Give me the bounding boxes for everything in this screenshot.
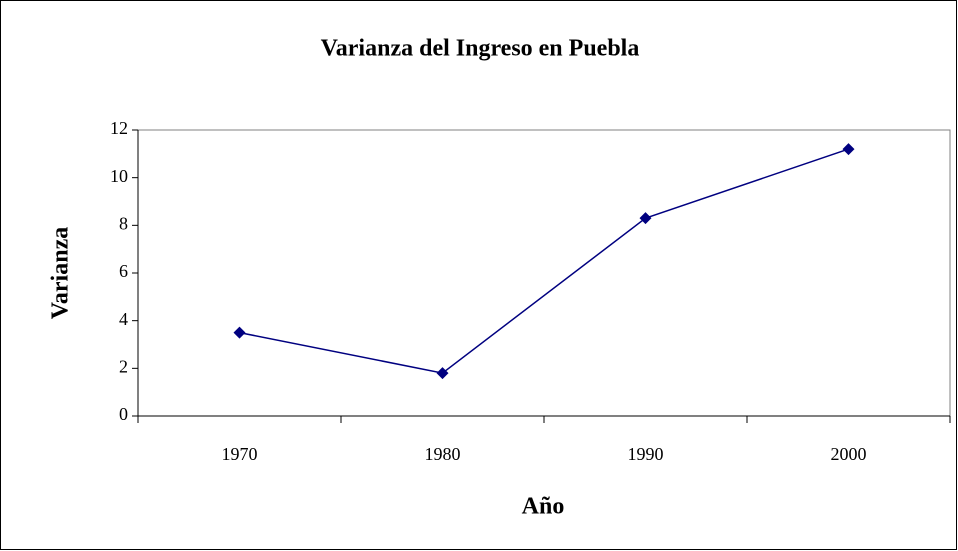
data-point <box>233 326 246 339</box>
chart-title: Varianza del Ingreso en Puebla <box>321 36 640 62</box>
x-tick-label: 1990 <box>628 444 664 464</box>
series-line <box>239 148 849 374</box>
x-tick-label: 1970 <box>222 444 258 464</box>
data-point <box>842 143 855 156</box>
y-tick-label: 8 <box>119 213 128 233</box>
y-tick-label: 0 <box>119 404 128 424</box>
y-tick-label: 2 <box>119 356 128 376</box>
x-axis-label: Año <box>522 494 565 520</box>
data-point <box>639 212 652 225</box>
data-point <box>436 367 449 380</box>
y-axis-label: Varianza <box>48 227 74 319</box>
x-tick-label: 1980 <box>425 444 461 464</box>
y-tick-label: 4 <box>119 309 128 329</box>
y-tick-label: 10 <box>110 166 128 186</box>
x-tick-label: 2000 <box>831 444 867 464</box>
y-tick-label: 12 <box>110 118 128 138</box>
y-tick-label: 6 <box>119 261 128 281</box>
plot-area <box>137 129 951 417</box>
